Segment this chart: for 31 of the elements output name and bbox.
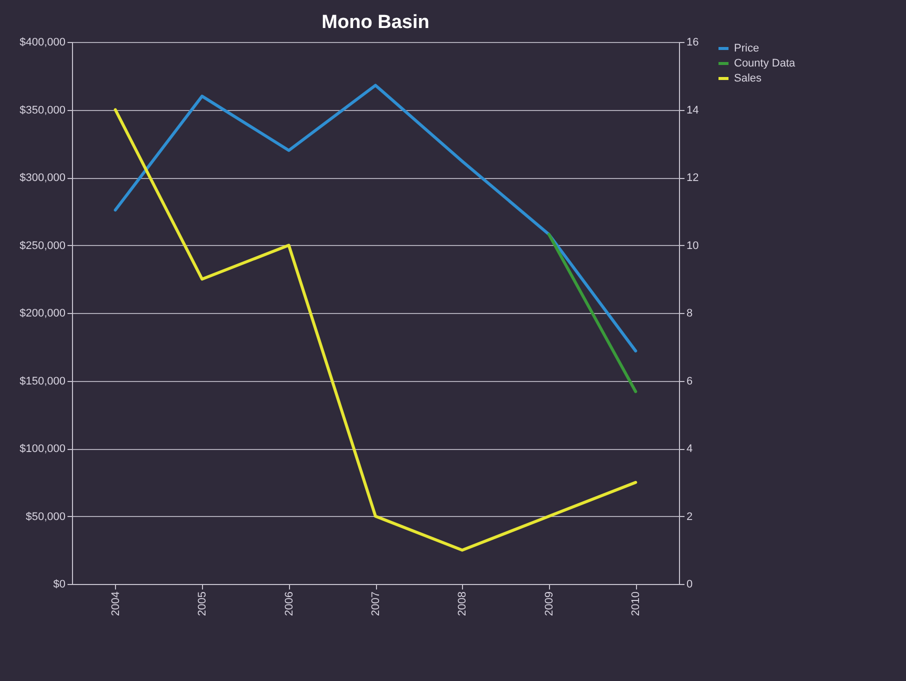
x-tick-label: 2004 xyxy=(110,592,122,616)
legend-label: Price xyxy=(734,42,760,54)
x-tick-label: 2006 xyxy=(283,592,296,616)
x-tick-label: 2007 xyxy=(370,592,382,616)
chart-title: Mono Basin xyxy=(322,12,430,33)
y2-tick-label: 6 xyxy=(686,375,693,388)
legend-label: Sales xyxy=(734,72,762,84)
y-tick-label: $100,000 xyxy=(20,443,66,455)
y-tick-label: $400,000 xyxy=(20,36,66,48)
y2-tick-label: 10 xyxy=(686,240,699,252)
legend-label: County Data xyxy=(734,58,796,70)
y-tick-label: $250,000 xyxy=(20,240,66,252)
y2-tick-label: 12 xyxy=(686,172,699,184)
x-tick-label: 2010 xyxy=(630,592,642,616)
x-tick-label: 2005 xyxy=(196,592,209,616)
x-tick-label: 2009 xyxy=(543,592,556,616)
y-tick-label: $50,000 xyxy=(26,510,66,523)
y-tick-label: $200,000 xyxy=(20,308,66,320)
y2-tick-label: 0 xyxy=(686,578,693,590)
y2-tick-label: 16 xyxy=(686,36,699,48)
y2-tick-label: 4 xyxy=(686,443,693,455)
y-tick-label: $350,000 xyxy=(20,104,66,116)
y2-tick-label: 8 xyxy=(686,308,693,320)
y-tick-label: $0 xyxy=(53,578,66,590)
y-tick-label: $300,000 xyxy=(20,172,66,184)
x-tick-label: 2008 xyxy=(456,592,469,616)
y2-tick-label: 2 xyxy=(686,510,693,523)
line-series xyxy=(114,108,638,552)
y-tick-label: $150,000 xyxy=(20,375,66,388)
line-series xyxy=(114,84,638,352)
y2-tick-label: 14 xyxy=(686,104,699,116)
